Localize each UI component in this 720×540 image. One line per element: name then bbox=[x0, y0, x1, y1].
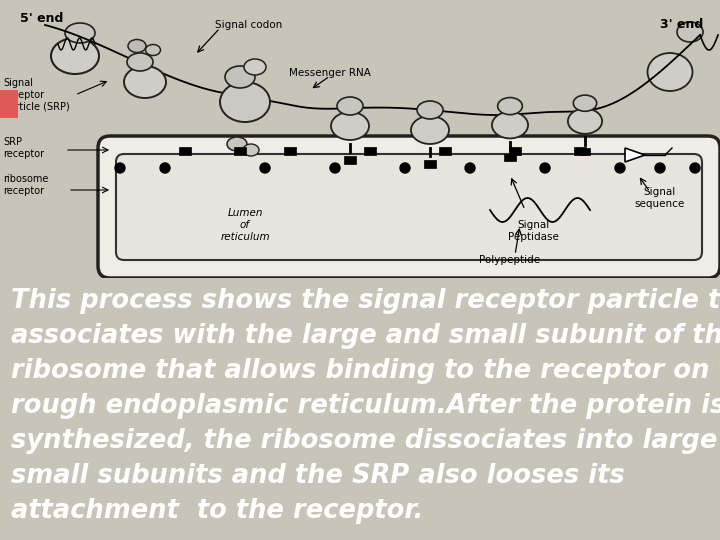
Text: 5' end: 5' end bbox=[20, 12, 63, 25]
Ellipse shape bbox=[220, 82, 270, 122]
Ellipse shape bbox=[492, 112, 528, 138]
Text: Lumen
of
reticulum: Lumen of reticulum bbox=[220, 208, 270, 241]
Ellipse shape bbox=[417, 101, 443, 119]
Ellipse shape bbox=[243, 144, 259, 156]
Text: attachment  to the receptor.: attachment to the receptor. bbox=[11, 498, 423, 524]
Text: Polypeptide: Polypeptide bbox=[480, 255, 541, 265]
Polygon shape bbox=[625, 148, 645, 162]
Circle shape bbox=[690, 163, 700, 173]
Bar bbox=[284, 147, 296, 155]
Circle shape bbox=[260, 163, 270, 173]
Ellipse shape bbox=[677, 22, 703, 42]
Text: ribosome
receptor: ribosome receptor bbox=[3, 174, 48, 196]
Ellipse shape bbox=[573, 95, 597, 111]
Text: 3' end: 3' end bbox=[660, 18, 703, 31]
FancyBboxPatch shape bbox=[98, 136, 720, 278]
Circle shape bbox=[655, 163, 665, 173]
Bar bbox=[424, 160, 436, 168]
Bar bbox=[574, 147, 586, 155]
Circle shape bbox=[330, 163, 340, 173]
Ellipse shape bbox=[227, 137, 247, 151]
Text: synthesized, the ribosome dissociates into large and: synthesized, the ribosome dissociates in… bbox=[11, 428, 720, 454]
Circle shape bbox=[540, 163, 550, 173]
Bar bbox=[580, 148, 590, 156]
Text: ribosome that allows binding to the receptor on the: ribosome that allows binding to the rece… bbox=[11, 359, 720, 384]
Circle shape bbox=[400, 163, 410, 173]
Text: associates with the large and small subunit of the: associates with the large and small subu… bbox=[11, 323, 720, 349]
Ellipse shape bbox=[568, 109, 602, 134]
Text: Signal
Peptidase: Signal Peptidase bbox=[508, 220, 559, 241]
Text: SRP
receptor: SRP receptor bbox=[3, 137, 44, 159]
Text: Signal codon: Signal codon bbox=[215, 20, 282, 30]
Bar bbox=[364, 147, 376, 155]
Circle shape bbox=[160, 163, 170, 173]
Ellipse shape bbox=[225, 66, 255, 88]
Ellipse shape bbox=[244, 59, 266, 75]
Text: small subunits and the SRP also looses its: small subunits and the SRP also looses i… bbox=[11, 463, 624, 489]
Circle shape bbox=[115, 163, 125, 173]
Ellipse shape bbox=[411, 116, 449, 144]
Ellipse shape bbox=[124, 66, 166, 98]
Ellipse shape bbox=[337, 97, 363, 115]
Bar bbox=[344, 156, 356, 164]
Bar bbox=[0, 90, 18, 118]
Ellipse shape bbox=[498, 98, 522, 114]
Ellipse shape bbox=[647, 53, 693, 91]
Ellipse shape bbox=[65, 23, 95, 43]
Bar bbox=[509, 147, 521, 155]
Circle shape bbox=[615, 163, 625, 173]
Text: Signal
receptor
particle (SRP): Signal receptor particle (SRP) bbox=[3, 78, 70, 112]
Ellipse shape bbox=[331, 112, 369, 140]
Bar bbox=[439, 147, 451, 155]
Text: Signal
sequence: Signal sequence bbox=[635, 187, 685, 209]
FancyBboxPatch shape bbox=[116, 154, 702, 260]
Ellipse shape bbox=[51, 38, 99, 74]
Circle shape bbox=[465, 163, 475, 173]
Text: Messenger RNA: Messenger RNA bbox=[289, 68, 371, 78]
Ellipse shape bbox=[127, 53, 153, 71]
Bar bbox=[234, 147, 246, 155]
Bar bbox=[504, 153, 516, 161]
Bar bbox=[179, 147, 191, 155]
Text: rough endoplasmic reticulum.After the protein is: rough endoplasmic reticulum.After the pr… bbox=[11, 393, 720, 419]
Ellipse shape bbox=[145, 44, 161, 56]
Ellipse shape bbox=[128, 39, 146, 52]
Text: This process shows the signal receptor particle that: This process shows the signal receptor p… bbox=[11, 288, 720, 314]
